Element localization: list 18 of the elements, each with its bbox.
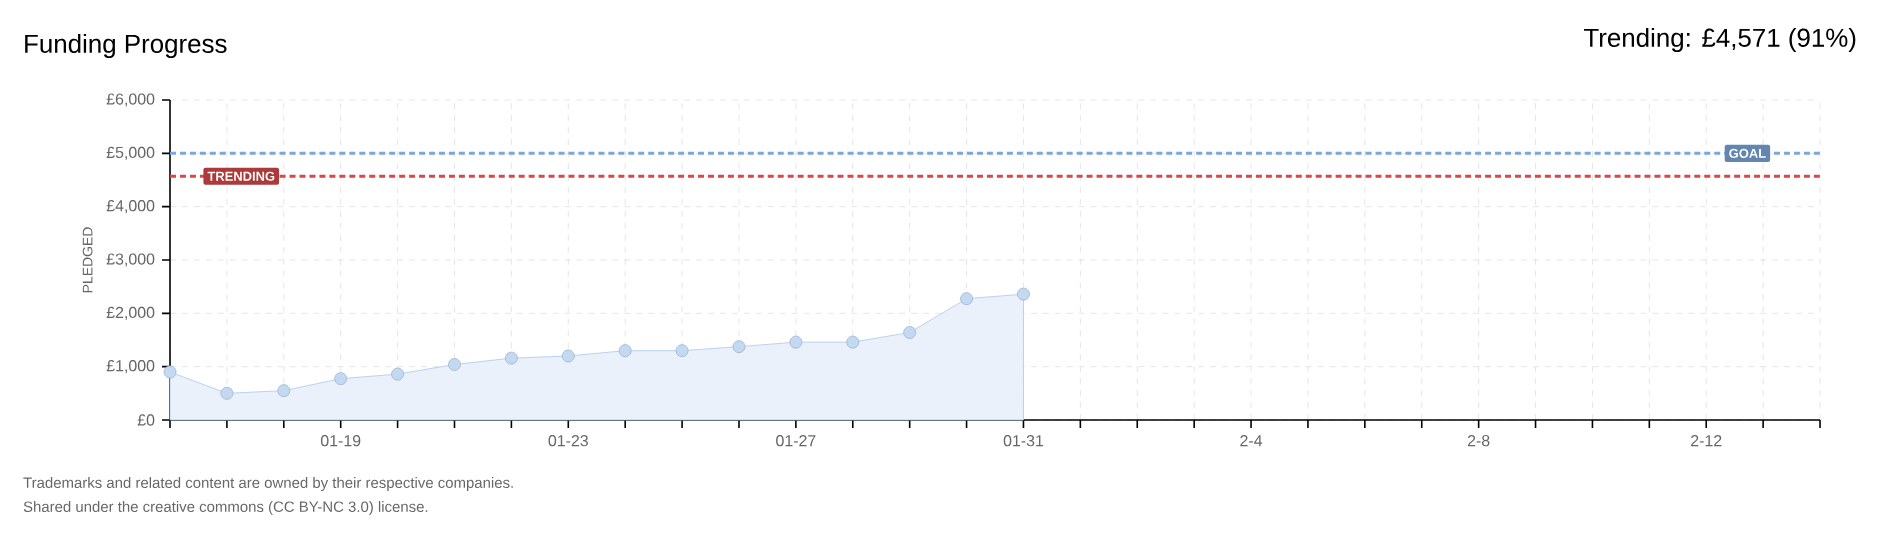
point (220, 386, 234, 400)
point (277, 384, 291, 398)
point (675, 344, 689, 358)
point (960, 292, 973, 306)
point (561, 349, 575, 363)
point (391, 367, 404, 381)
point (846, 335, 860, 349)
text: Trending: £4,571 (91%) (1583, 27, 1856, 53)
point (903, 326, 917, 339)
chart-title: Funding Progress (25, 33, 227, 59)
point (504, 351, 518, 365)
point (334, 372, 348, 386)
point (448, 358, 461, 371)
point (732, 340, 746, 354)
point (789, 335, 803, 349)
point (1017, 287, 1030, 301)
point (163, 365, 177, 379)
point (618, 344, 632, 358)
